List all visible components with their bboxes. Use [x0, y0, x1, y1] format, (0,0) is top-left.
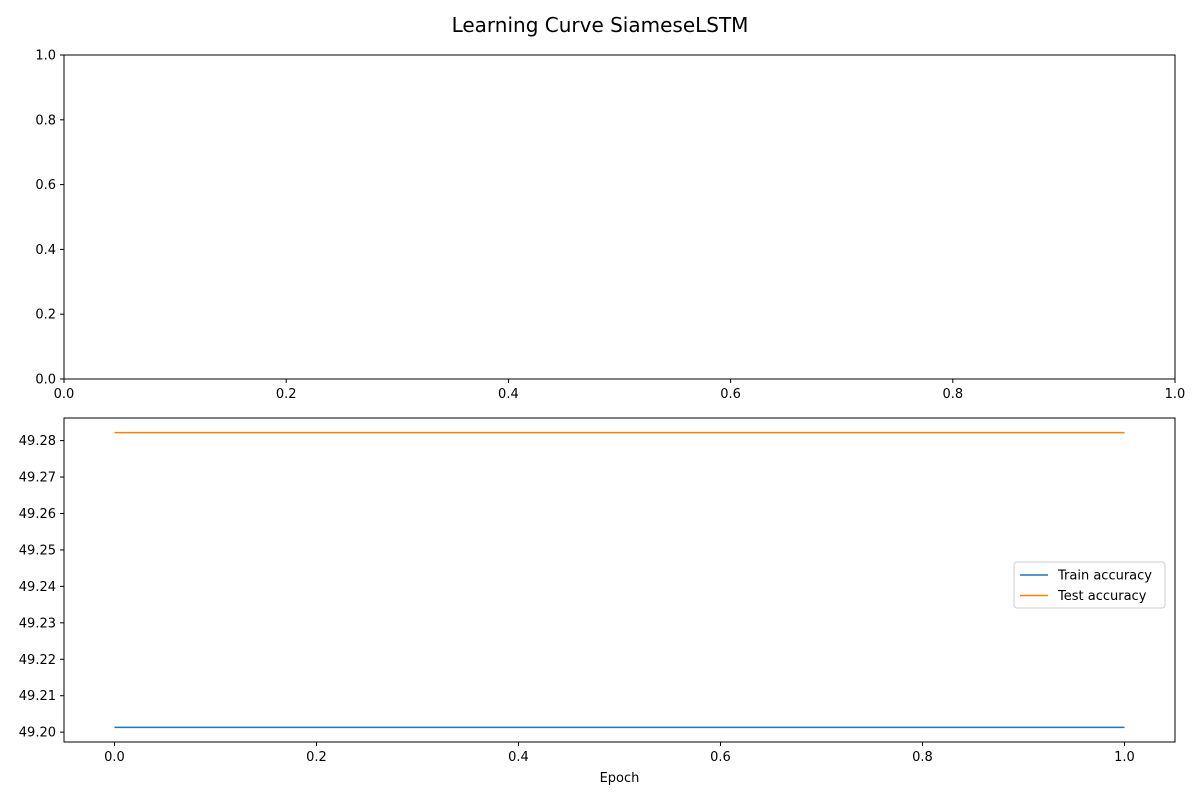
x-tick-label: 1.0	[1165, 387, 1186, 402]
y-tick-label: 49.22	[19, 653, 56, 668]
y-tick-label: 0.2	[35, 308, 56, 323]
y-tick-label: 49.28	[19, 434, 56, 449]
x-tick-label: 0.2	[306, 750, 327, 765]
legend-entry: Train accuracy	[1057, 569, 1152, 584]
top-axes: 0.0 0.2 0.4 0.6 0.8 1.0 0.0 0.2 0.4 0.6 0.8 1.0	[35, 49, 1185, 403]
bottom-axes: 0.0 0.2 0.4 0.6 0.8 1.0 49.20 49.21 49.22 49.23 49…	[19, 417, 1176, 786]
y-tick-label: 49.27	[19, 471, 56, 486]
y-tick-label: 0.8	[35, 113, 56, 128]
y-tick-label: 49.23	[19, 616, 56, 631]
y-tick-label: 49.26	[19, 507, 56, 522]
x-tick-label: 0.6	[720, 387, 741, 402]
x-tick-label: 0.8	[912, 750, 933, 765]
y-tick-label: 49.24	[19, 580, 56, 595]
y-tick-label: 0.4	[35, 243, 56, 258]
legend-entry: Test accuracy	[1057, 589, 1147, 604]
x-tick-label: 0.6	[710, 750, 731, 765]
y-tick-label: 1.0	[35, 49, 56, 64]
y-tick-label: 49.25	[19, 543, 56, 558]
x-tick-label: 0.4	[508, 750, 529, 765]
y-tick-label: 0.6	[35, 178, 56, 193]
legend: Train accuracy Test accuracy	[1013, 561, 1166, 609]
x-tick-label: 0.0	[104, 750, 125, 765]
y-tick-label: 49.21	[19, 689, 56, 704]
legend-box	[1013, 561, 1166, 609]
x-tick-label: 0.0	[54, 387, 75, 402]
x-tick-label: 0.2	[276, 387, 297, 402]
axes-frame	[63, 54, 1176, 380]
axes-frame	[63, 417, 1176, 743]
figure-title: Learning Curve SiameseLSTM	[452, 13, 749, 37]
x-tick-label: 0.4	[498, 387, 519, 402]
x-tick-label: 0.8	[942, 387, 963, 402]
y-tick-label: 0.0	[35, 373, 56, 388]
x-axis-label: Epoch	[600, 771, 640, 786]
y-tick-label: 49.20	[19, 726, 56, 741]
x-tick-label: 1.0	[1114, 750, 1135, 765]
